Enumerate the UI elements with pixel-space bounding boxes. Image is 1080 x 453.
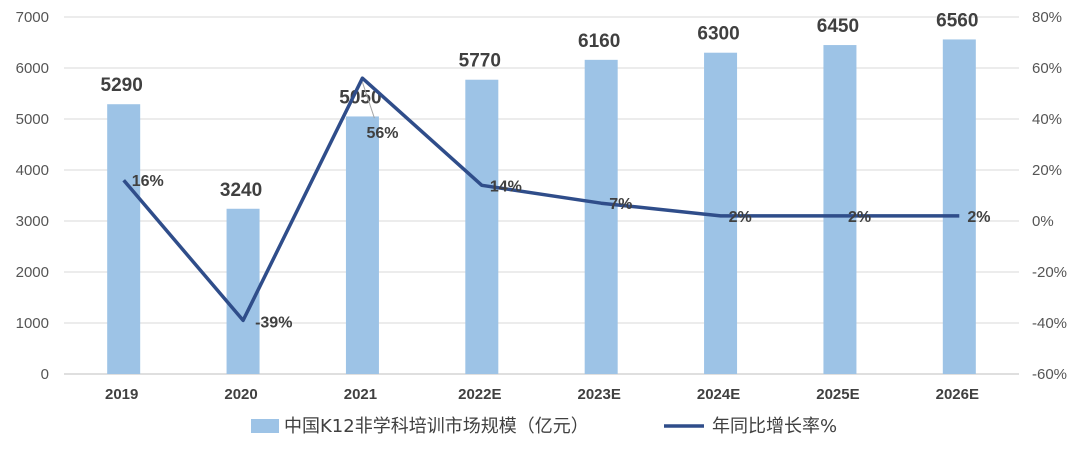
right-y-tick-label: -20% bbox=[1032, 264, 1067, 281]
growth-line bbox=[122, 76, 960, 323]
legend-bar-swatch bbox=[251, 419, 279, 433]
growth-value-label: 7% bbox=[609, 196, 632, 213]
bar-series bbox=[107, 39, 976, 375]
growth-value-label: 14% bbox=[490, 178, 522, 195]
right-y-tick-label: 80% bbox=[1032, 9, 1062, 26]
legend-line-label: 年同比增长率% bbox=[712, 416, 837, 437]
gridlines bbox=[64, 16, 1019, 375]
bar bbox=[584, 59, 618, 375]
x-tick-label: 2021 bbox=[344, 386, 377, 403]
legend: 中国K12非学科培训市场规模（亿元） 年同比增长率% bbox=[251, 416, 837, 437]
right-y-tick-label: 40% bbox=[1032, 111, 1062, 128]
growth-value-labels: 16% -39% 56% 14% 7% 2% 2% 2% bbox=[132, 82, 990, 331]
bar-value-label: 3240 bbox=[220, 180, 262, 201]
left-y-tick-label: 1000 bbox=[16, 315, 49, 332]
right-y-tick-label: -60% bbox=[1032, 366, 1067, 383]
bar-value-label: 5770 bbox=[459, 51, 501, 72]
left-y-tick-label: 2000 bbox=[16, 264, 49, 281]
bar bbox=[465, 79, 499, 374]
bar bbox=[823, 45, 857, 375]
right-y-tick-label: 60% bbox=[1032, 60, 1062, 77]
right-y-tick-label: 0% bbox=[1032, 213, 1054, 230]
right-y-axis: -60% -40% -20% 0% 20% 40% 60% 80% bbox=[1032, 9, 1067, 383]
x-tick-label: 2026E bbox=[936, 386, 979, 403]
x-axis: 2019 2020 2021 2022E 2023E 2024E 2025E 2026E bbox=[105, 386, 979, 403]
left-y-tick-label: 7000 bbox=[16, 9, 49, 26]
label-leader-line bbox=[361, 82, 375, 119]
growth-value-label: 2% bbox=[967, 209, 990, 226]
bar-value-label: 6450 bbox=[817, 16, 859, 37]
bar-value-label: 5290 bbox=[101, 75, 143, 96]
growth-value-label: 2% bbox=[848, 209, 871, 226]
x-tick-label: 2020 bbox=[224, 386, 257, 403]
left-y-tick-label: 6000 bbox=[16, 60, 49, 77]
left-y-tick-label: 3000 bbox=[16, 213, 49, 230]
legend-bar-label: 中国K12非学科培训市场规模（亿元） bbox=[284, 416, 589, 437]
x-tick-label: 2022E bbox=[458, 386, 501, 403]
bar bbox=[345, 116, 379, 374]
left-y-tick-label: 4000 bbox=[16, 162, 49, 179]
growth-line-series bbox=[122, 76, 960, 323]
x-tick-label: 2024E bbox=[697, 386, 740, 403]
bar-value-label: 6560 bbox=[936, 10, 978, 31]
bar-value-label: 6300 bbox=[697, 24, 739, 45]
left-y-axis: 0 1000 2000 3000 4000 5000 6000 7000 bbox=[16, 9, 49, 383]
left-y-tick-label: 5000 bbox=[16, 111, 49, 128]
growth-value-label: -39% bbox=[255, 314, 292, 331]
x-tick-label: 2025E bbox=[816, 386, 859, 403]
bar bbox=[107, 104, 141, 375]
right-y-tick-label: 20% bbox=[1032, 162, 1062, 179]
bar bbox=[942, 39, 976, 374]
right-y-tick-label: -40% bbox=[1032, 315, 1067, 332]
x-tick-label: 2019 bbox=[105, 386, 138, 403]
growth-value-label: 2% bbox=[729, 209, 752, 226]
growth-value-label: 56% bbox=[366, 125, 398, 142]
x-tick-label: 2023E bbox=[578, 386, 621, 403]
bar bbox=[226, 208, 260, 374]
left-y-tick-label: 0 bbox=[41, 366, 49, 383]
growth-value-label: 16% bbox=[132, 173, 164, 190]
bar-value-label: 6160 bbox=[578, 31, 620, 52]
